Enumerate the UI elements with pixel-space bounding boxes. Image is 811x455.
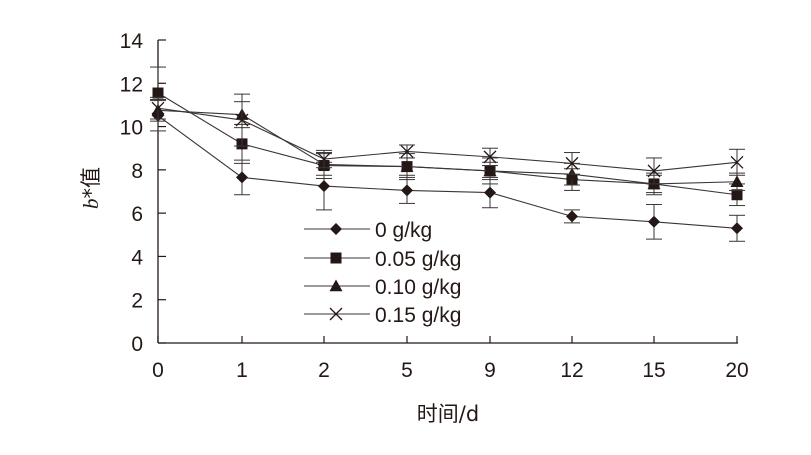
data-point (566, 210, 578, 223)
legend-item: 0.05 g/kg (304, 248, 461, 271)
data-point (648, 215, 660, 228)
data-point (730, 175, 744, 187)
data-point (236, 171, 248, 184)
y-ticks: 0 2 4 6 8 10 12 14 (120, 30, 166, 356)
data-point (484, 186, 496, 199)
data-point (151, 101, 165, 115)
y-tick-label: 8 (131, 160, 143, 183)
legend-marker (329, 279, 343, 292)
x-tick-label: 12 (560, 359, 583, 382)
legend: 0 g/kg 0.05 g/kg 0.10 g/kg 0.15 g/kg (304, 219, 461, 327)
data-point (235, 113, 249, 127)
y-tick-label: 2 (131, 290, 143, 313)
data-point (318, 180, 330, 193)
svg-text:b*值: b*值 (79, 167, 103, 209)
data-point (400, 145, 414, 158)
data-point (152, 87, 164, 99)
series-line (157, 107, 738, 172)
y-tick-label: 14 (120, 30, 144, 53)
x-tick-label: 20 (725, 359, 748, 382)
data-point (483, 150, 497, 164)
x-tick-label: 15 (642, 359, 665, 382)
legend-label: 0.05 g/kg (375, 248, 461, 271)
legend-item: 0.10 g/kg (304, 276, 461, 299)
y-tick-label: 0 (131, 333, 143, 356)
y-axis-title: b*值 (79, 167, 103, 209)
legend-marker (330, 223, 342, 235)
data-point (400, 160, 414, 172)
y-tick-label: 10 (120, 117, 143, 140)
series-3 (150, 93, 745, 185)
x-tick-label: 2 (318, 359, 330, 382)
y-tick-label: 6 (131, 203, 143, 226)
legend-marker (329, 307, 343, 321)
legend-label: 0.10 g/kg (375, 276, 461, 299)
legend-item: 0.15 g/kg (304, 304, 461, 327)
data-point (731, 189, 743, 201)
y-tick-label: 12 (120, 73, 143, 96)
legend-label: 0.15 g/kg (375, 304, 461, 327)
legend-item: 0 g/kg (304, 219, 432, 242)
x-tick-label: 1 (236, 359, 248, 382)
x-ticks: 0 1 2 5 9 12 15 20 (152, 336, 749, 382)
data-point (317, 152, 331, 166)
series-layer (150, 66, 745, 242)
series-line (157, 115, 738, 229)
y-tick-label: 4 (131, 246, 143, 269)
data-point (730, 155, 744, 169)
legend-label: 0 g/kg (375, 219, 432, 242)
legend-marker (330, 252, 342, 264)
x-axis-title: 时间/d (417, 402, 479, 426)
y-axis-title-rest: *值 (79, 167, 103, 199)
x-tick-label: 0 (152, 359, 164, 382)
data-point (483, 164, 497, 177)
data-point (731, 222, 743, 235)
x-tick-label: 9 (484, 359, 496, 382)
x-tick-label: 5 (401, 359, 413, 382)
y-axis-title-italic: b (79, 199, 103, 210)
data-point (647, 164, 661, 178)
series-line (157, 109, 738, 185)
data-point (401, 184, 413, 197)
data-point (565, 156, 579, 170)
